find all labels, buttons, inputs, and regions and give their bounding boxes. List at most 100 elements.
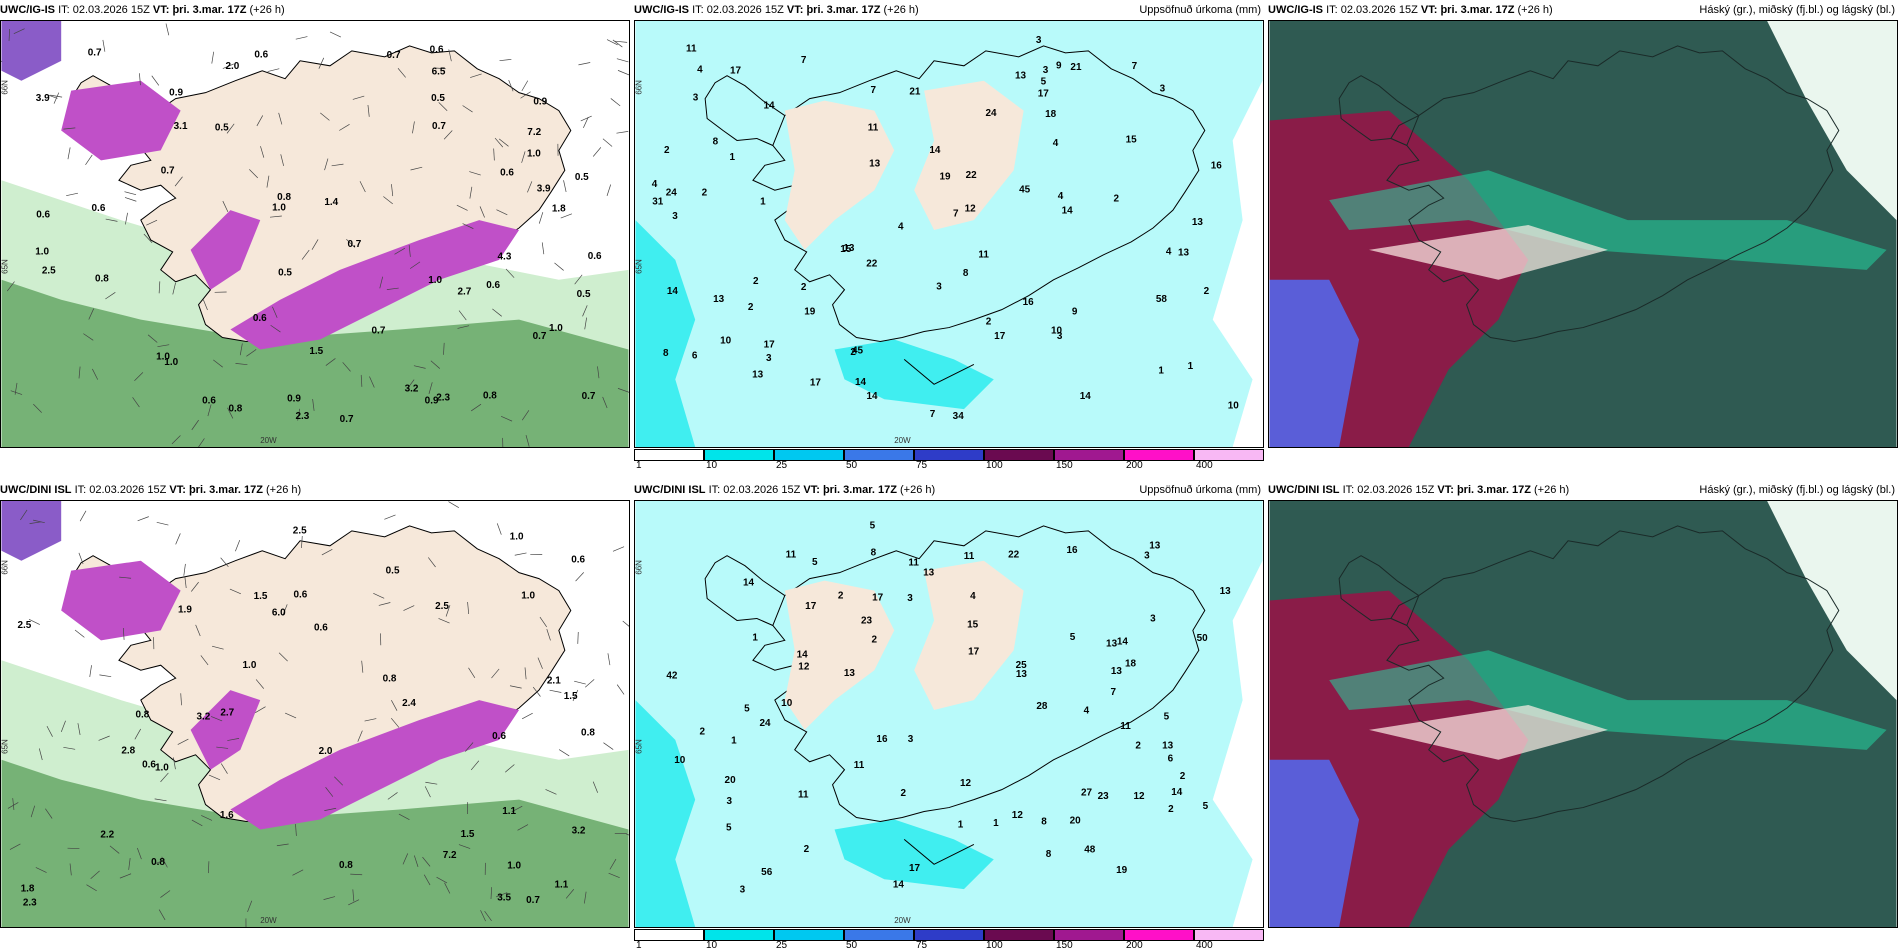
wind-value-label: 1.0 <box>243 660 257 671</box>
precip-value-label: 2 <box>872 635 878 646</box>
wind-value-label: 0.6 <box>314 622 328 633</box>
precip-value-label: 14 <box>1117 637 1129 648</box>
precip-value-label: 16 <box>876 734 888 745</box>
wind-value-label: 2.5 <box>17 620 31 631</box>
lon-tick-lon_20: 20W <box>260 436 277 445</box>
wind-value-label: 3.2 <box>196 711 210 722</box>
wind-value-label: 1.5 <box>309 346 323 357</box>
precip-value-label: 2 <box>748 302 754 313</box>
cloud-map <box>1268 500 1898 928</box>
header-it-value: 02.03.2026 15Z <box>723 484 800 496</box>
precip-value-label: 20 <box>725 775 737 786</box>
precip-value-label: 17 <box>968 646 980 657</box>
precip-value-label: 7 <box>801 55 807 66</box>
precip-value-label: 17 <box>1038 89 1050 100</box>
precip-value-label: 14 <box>1171 787 1183 798</box>
precip-value-label: 3 <box>766 353 772 364</box>
wind-value-label: 1.5 <box>461 829 475 840</box>
precip-value-label: 13 <box>1162 741 1174 752</box>
wind-value-label: 0.6 <box>571 555 585 566</box>
precip-value-label: 11 <box>1120 721 1131 732</box>
colorbar-label: 150 <box>1056 461 1073 471</box>
precip-value-label: 2 <box>838 591 844 602</box>
wind-value-label: 0.8 <box>339 860 353 871</box>
wind-value-label: 2.2 <box>100 830 114 841</box>
precip-value-label: 13 <box>1016 669 1028 680</box>
precip-value-label: 4 <box>1058 191 1064 202</box>
precip-value-label: 17 <box>909 863 921 874</box>
wind-value-label: 0.6 <box>92 203 106 214</box>
precip-value-label: 8 <box>871 548 877 559</box>
precip-value-label: 18 <box>1125 658 1137 669</box>
precip-value-label: 3 <box>1160 83 1166 94</box>
colorbar-label: 200 <box>1126 461 1143 471</box>
wind-value-label: 0.9 <box>169 88 183 99</box>
precip-value-label: 14 <box>743 577 755 588</box>
precip-value-label: 5 <box>726 822 732 833</box>
lat-tick-lat_65: 65N <box>635 739 643 754</box>
header-it-label: IT: <box>1343 484 1355 496</box>
precip-value-label: 14 <box>929 145 941 156</box>
precip-value-label: 10 <box>781 698 793 709</box>
header-vt-value: þri. 3.mar. 17Z <box>1457 484 1531 496</box>
colorbar-label: 1 <box>636 461 642 471</box>
header-model: UWC/IG-IS <box>634 4 689 16</box>
panel-header: UWC/IG-IS IT: 02.03.2026 15Z VT: þri. 3.… <box>0 0 630 20</box>
precip-value-label: 23 <box>861 615 873 626</box>
wind-value-label: 0.6 <box>254 50 268 61</box>
wind-value-label: 0.6 <box>253 313 267 324</box>
panel-title: Háský (gr.), miðský (fj.bl.) og lágský (… <box>1699 480 1895 500</box>
wind-value-label: 0.7 <box>372 325 386 336</box>
precip-value-label: 3 <box>1150 614 1156 625</box>
precip-value-label: 11 <box>786 549 797 560</box>
precip-value-label: 13 <box>1106 638 1118 649</box>
panel-header: UWC/DINI ISL IT: 02.03.2026 15Z VT: þri.… <box>1268 480 1898 500</box>
wind-value-label: 1.0 <box>510 532 524 543</box>
precip-value-label: 7 <box>930 409 936 420</box>
precip-value-label: 5 <box>870 521 876 532</box>
precip-value-label: 8 <box>1041 817 1047 828</box>
precip-value-label: 4 <box>697 64 703 75</box>
wind-value-label: 2.5 <box>42 265 56 276</box>
wind-panel-bottom: UWC/DINI ISL IT: 02.03.2026 15Z VT: þri.… <box>0 480 630 950</box>
precip-value-label: 5 <box>1070 632 1076 643</box>
wind-value-label: 0.7 <box>526 895 540 906</box>
lat-tick-lat_65: 65N <box>1 259 9 274</box>
wind-value-label: 0.7 <box>387 50 401 61</box>
colorbar-swatch <box>634 449 704 461</box>
wind-value-label: 6.5 <box>432 66 446 77</box>
precip-value-label: 4 <box>652 179 658 190</box>
precip-value-label: 12 <box>1012 810 1024 821</box>
precip-value-label: 11 <box>686 44 697 55</box>
wind-value-label: 0.6 <box>588 251 602 262</box>
header-lead: (+26 h) <box>1534 484 1569 496</box>
wind-value-label: 1.5 <box>254 591 268 602</box>
wind-value-label: 0.7 <box>347 239 361 250</box>
wind-value-label: 0.5 <box>431 93 445 104</box>
header-lead: (+26 h) <box>900 484 935 496</box>
wind-value-label: 2.0 <box>226 61 240 72</box>
wind-value-label: 2.7 <box>458 287 472 298</box>
wind-value-label: 1.0 <box>35 246 49 257</box>
header-lead: (+26 h) <box>266 484 301 496</box>
precip-value-label: 11 <box>868 123 879 134</box>
precip-value-label: 50 <box>1197 633 1209 644</box>
wind-value-label: 0.5 <box>577 289 591 300</box>
precip-value-label: 9 <box>1056 60 1062 71</box>
wind-value-label: 3.2 <box>572 826 586 837</box>
precip-value-label: 4 <box>1053 138 1059 149</box>
precip-value-label: 3 <box>1036 35 1042 46</box>
precip-value-label: 2 <box>753 276 759 287</box>
panel-header: UWC/IG-IS IT: 02.03.2026 15Z VT: þri. 3.… <box>1268 0 1898 20</box>
precip-value-label: 5 <box>812 557 818 568</box>
wind-value-label: 0.8 <box>277 192 291 203</box>
precip-value-label: 4 <box>1084 706 1090 717</box>
precip-value-label: 15 <box>967 620 979 631</box>
wind-value-label: 0.5 <box>278 267 292 278</box>
wind-panel-top: UWC/IG-IS IT: 02.03.2026 15Z VT: þri. 3.… <box>0 0 630 470</box>
wind-value-label: 0.7 <box>582 391 596 402</box>
precip-value-label: 5 <box>1041 76 1047 87</box>
precip-value-label: 2 <box>699 727 705 738</box>
